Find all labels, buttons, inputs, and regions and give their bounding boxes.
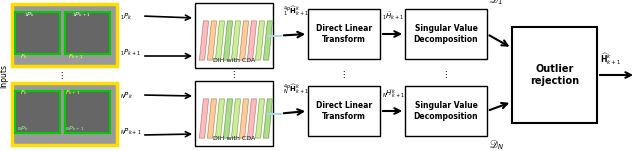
Text: $\bullet$: $\bullet$	[60, 77, 64, 81]
Polygon shape	[248, 21, 257, 60]
Bar	[308, 9, 380, 59]
Polygon shape	[200, 99, 209, 138]
Polygon shape	[232, 99, 241, 138]
Text: $_1P_k$: $_1P_k$	[120, 12, 132, 22]
Text: DIH with CDA: DIH with CDA	[213, 136, 255, 141]
Text: $_NP_{k+1}$: $_NP_{k+1}$	[65, 124, 84, 133]
Text: DIH with CDA: DIH with CDA	[213, 58, 255, 63]
Text: $_NP_k$: $_NP_k$	[120, 91, 133, 101]
Bar	[15, 12, 60, 54]
Text: $\bullet$: $\bullet$	[60, 71, 64, 75]
Text: Direct Linear
Transform: Direct Linear Transform	[316, 101, 372, 121]
Bar	[12, 83, 117, 145]
Text: $\bullet$: $\bullet$	[342, 70, 346, 74]
Bar	[195, 3, 273, 68]
Text: Singular Value
Decomposition: Singular Value Decomposition	[413, 101, 478, 121]
Text: Direct Linear
Transform: Direct Linear Transform	[316, 24, 372, 44]
Polygon shape	[264, 21, 273, 60]
Text: $\bullet$: $\bullet$	[342, 73, 346, 77]
Polygon shape	[207, 99, 216, 138]
Polygon shape	[264, 99, 273, 138]
Text: Singular Value
Decomposition: Singular Value Decomposition	[413, 24, 478, 44]
Bar	[65, 12, 110, 54]
Text: $\mathscr{D}_N$: $\mathscr{D}_N$	[489, 138, 504, 151]
Text: $_N\widetilde{H}^k_{k+1}$: $_N\widetilde{H}^k_{k+1}$	[382, 88, 404, 101]
Bar	[15, 91, 60, 133]
Text: $_1P_{k+1}$: $_1P_{k+1}$	[120, 48, 141, 58]
Bar	[405, 86, 487, 136]
Text: $\mathscr{D}_1$: $\mathscr{D}_1$	[489, 0, 503, 7]
Text: $\bullet$: $\bullet$	[444, 70, 448, 74]
Text: $^{4p}_N\widehat{\mathbf{H}}^k_{k+1}$: $^{4p}_N\widehat{\mathbf{H}}^k_{k+1}$	[283, 83, 309, 96]
Polygon shape	[200, 21, 209, 60]
Polygon shape	[216, 21, 225, 60]
Text: $^{4p}_1\widehat{\mathbf{H}}^k_{k+1}$: $^{4p}_1\widehat{\mathbf{H}}^k_{k+1}$	[283, 5, 309, 18]
Polygon shape	[207, 21, 216, 60]
Text: $\bullet$: $\bullet$	[232, 76, 236, 80]
Polygon shape	[239, 99, 248, 138]
Polygon shape	[232, 21, 241, 60]
Text: $\widehat{\mathbf{H}}^k_{k+1}$: $\widehat{\mathbf{H}}^k_{k+1}$	[600, 51, 621, 67]
Text: $F_{k+1}$: $F_{k+1}$	[68, 52, 84, 61]
Text: $\bullet$: $\bullet$	[342, 76, 346, 80]
Bar	[308, 86, 380, 136]
Polygon shape	[216, 99, 225, 138]
Text: $_NP_{k+1}$: $_NP_{k+1}$	[120, 127, 141, 137]
Text: $F_k$: $F_k$	[20, 88, 28, 97]
Text: $_1P_{k+1}$: $_1P_{k+1}$	[72, 10, 91, 19]
Text: $\bullet$: $\bullet$	[444, 76, 448, 80]
Text: $\bullet$: $\bullet$	[232, 73, 236, 77]
Polygon shape	[239, 21, 248, 60]
Polygon shape	[255, 21, 264, 60]
Text: $_1\widetilde{H}_{k+1}$: $_1\widetilde{H}_{k+1}$	[382, 11, 404, 22]
Text: Inputs: Inputs	[0, 64, 8, 88]
Polygon shape	[255, 99, 264, 138]
Text: $\bullet$: $\bullet$	[444, 73, 448, 77]
Text: $_NP_k$: $_NP_k$	[17, 124, 29, 133]
Text: $\bullet$: $\bullet$	[232, 70, 236, 74]
Polygon shape	[248, 99, 257, 138]
Text: $_1P_k$: $_1P_k$	[24, 10, 35, 19]
Text: $\bullet$: $\bullet$	[60, 74, 64, 78]
Text: $F_k$: $F_k$	[20, 52, 28, 61]
Text: $F_{k+1}$: $F_{k+1}$	[65, 88, 81, 97]
Bar	[12, 4, 117, 66]
Bar	[512, 27, 597, 123]
Bar	[195, 81, 273, 146]
Polygon shape	[223, 21, 232, 60]
Polygon shape	[223, 99, 232, 138]
Bar	[405, 9, 487, 59]
Text: Outlier
rejection: Outlier rejection	[530, 64, 579, 86]
Bar	[65, 91, 110, 133]
